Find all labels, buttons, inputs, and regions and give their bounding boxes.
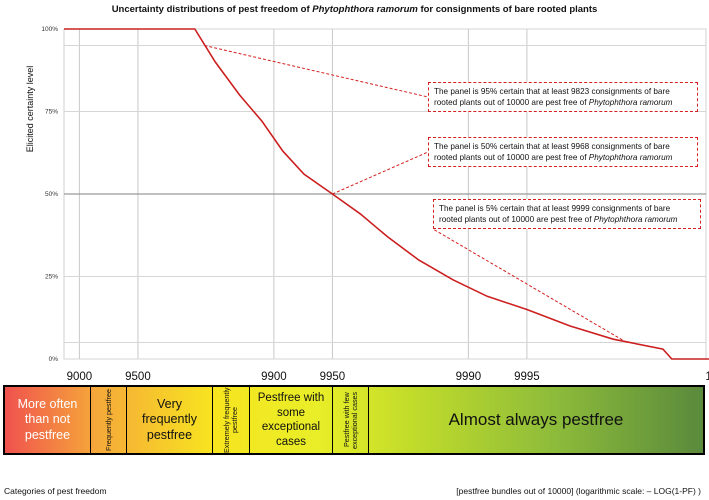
annotation-leader-line	[432, 228, 628, 343]
x-tick-label: 9000	[67, 371, 93, 383]
y-axis-label: Elicited certainty level	[25, 66, 35, 153]
annotation-species-name: Phytophthora ramorum	[588, 153, 673, 162]
annotation-leader-line	[204, 45, 429, 98]
annotation-text: The panel is 95% certain that at least 9…	[434, 87, 670, 107]
annotation-text: The panel is 5% certain that at least 99…	[439, 204, 671, 224]
pest-freedom-chart: 9000 9500 9900 9950 9990 9995 10000 100% 75% 50% 2…	[25, 26, 709, 383]
category-label: More often than not pestfree	[17, 396, 78, 442]
categories-caption: Categories of pest freedom	[4, 486, 107, 496]
y-tick-label: 0%	[49, 356, 59, 363]
annotation-50-percent: The panel is 50% certain that at least 9…	[428, 137, 698, 167]
title-text-before: Uncertainty distributions of pest freedo…	[111, 4, 313, 15]
annotation-leader-line	[332, 151, 429, 195]
y-tick-label: 100%	[41, 26, 58, 33]
category-label: Very frequently pestfree	[142, 396, 197, 442]
annotation-text: The panel is 50% certain that at least 9…	[434, 142, 670, 162]
x-tick-label: 9950	[320, 371, 346, 383]
category-more-often-than-not-pestfree: More often than not pestfree	[5, 387, 91, 453]
category-label: Frequently pestfree	[103, 389, 113, 451]
y-tick-label: 25%	[45, 274, 58, 281]
x-tick-label: 9990	[456, 371, 482, 383]
category-label: Extremely frequently pestfree	[222, 387, 239, 453]
category-label: Pestfree with few exceptional cases	[341, 391, 359, 449]
category-frequently-pestfree: Frequently pestfree	[91, 387, 127, 453]
title-text-species: Phytophthora ramorum	[312, 4, 418, 15]
x-tick-label: 9500	[125, 371, 151, 383]
category-extremely-frequently-pestfree: Extremely frequently pestfree	[213, 387, 250, 453]
x-tick-label: 9900	[261, 371, 287, 383]
annotation-95-percent: The panel is 95% certain that at least 9…	[428, 82, 698, 112]
certainty-curve	[64, 28, 709, 360]
annotation-5-percent: The panel is 5% certain that at least 99…	[433, 199, 701, 229]
pest-freedom-categories: More often than not pestfree Frequently p…	[3, 385, 705, 455]
category-almost-always-pestfree: Almost always pestfree	[369, 387, 703, 453]
annotation-species-name: Phytophthora ramorum	[593, 215, 678, 224]
category-label: Pestfree with some exceptional cases	[257, 392, 325, 448]
category-pestfree-with-few-exceptional-cases: Pestfree with few exceptional cases	[333, 387, 369, 453]
category-pestfree-with-some-exceptional-cases: Pestfree with some exceptional cases	[250, 387, 333, 453]
chart-title: Uncertainty distributions of pest freedo…	[0, 4, 709, 15]
x-tick-label: 10000	[705, 371, 709, 383]
y-tick-label: 75%	[45, 109, 58, 116]
x-scale-caption: [pestfree bundles out of 10000] (logarit…	[456, 486, 701, 496]
title-text-after: for consignments of bare rooted plants	[417, 4, 598, 15]
y-tick-label: 50%	[45, 191, 58, 198]
x-tick-label: 9995	[514, 371, 540, 383]
annotation-species-name: Phytophthora ramorum	[588, 98, 673, 107]
category-label: Almost always pestfree	[448, 410, 624, 429]
category-very-frequently-pestfree: Very frequently pestfree	[127, 387, 213, 453]
